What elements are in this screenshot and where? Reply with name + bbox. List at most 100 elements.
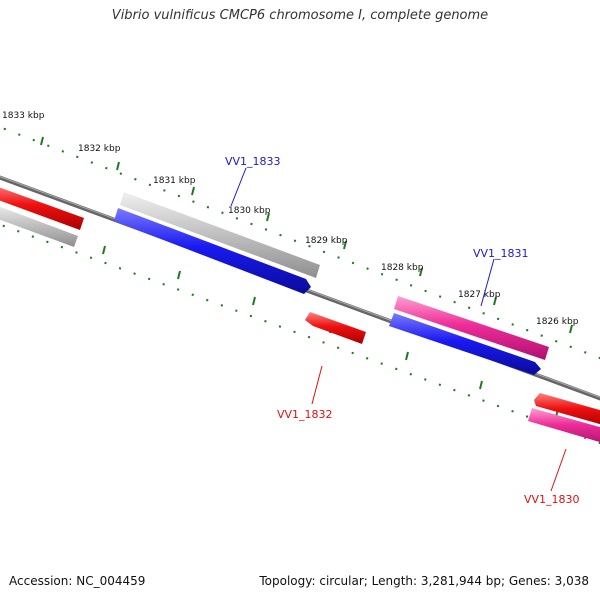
track-dot — [61, 150, 65, 153]
tick-marks — [26, 136, 573, 418]
track-dot — [148, 183, 152, 187]
gene-feature-red[interactable] — [534, 393, 600, 427]
track-dot — [307, 335, 311, 339]
tick-label: 1832 kbp — [78, 144, 121, 154]
track-dot — [147, 277, 151, 281]
tick-mark — [405, 351, 409, 361]
gene-feature-vv1-1832[interactable] — [305, 312, 366, 344]
upper-dot-track — [3, 127, 600, 360]
tick-mark — [343, 240, 347, 250]
track-dot — [293, 239, 297, 242]
track-dot — [191, 293, 194, 297]
track-dot — [32, 138, 35, 142]
track-dot — [18, 133, 21, 136]
track-dot — [90, 161, 94, 164]
gene-label-vv1-1832[interactable]: VV1_1832 — [277, 408, 333, 421]
label-leader-vv1-1832 — [311, 365, 323, 405]
track-dot — [380, 272, 384, 276]
track-dot — [467, 394, 471, 397]
track-dot — [46, 240, 49, 244]
gene-feature-red[interactable] — [0, 184, 84, 230]
track-dot — [60, 245, 64, 249]
track-dot — [163, 189, 166, 192]
track-dot — [176, 288, 180, 291]
tick-label: 1833 kbp — [2, 111, 45, 121]
track-dot — [104, 261, 107, 265]
tick-label: 1826 kbp — [536, 317, 579, 327]
accession-text: Accession: NC_004459 — [9, 574, 146, 588]
genome-summary-text: Topology: circular; Length: 3,281,944 bp… — [259, 574, 589, 588]
tick-mark — [493, 296, 497, 306]
track-dot — [336, 346, 340, 349]
track-dot — [206, 205, 210, 209]
tick-mark — [266, 212, 270, 222]
gene-feature-blue[interactable] — [389, 313, 541, 375]
gene-label-vv1-1830[interactable]: VV1_1830 — [524, 493, 580, 506]
track-dot — [235, 217, 239, 220]
track-dot — [424, 378, 427, 381]
tick-mark — [419, 267, 423, 277]
track-dot — [438, 383, 442, 387]
track-dot — [279, 233, 282, 237]
track-dot — [31, 235, 35, 238]
track-dot — [249, 314, 253, 318]
track-dot — [47, 144, 50, 147]
track-dot — [133, 272, 136, 275]
track-dot — [511, 323, 514, 326]
tick-mark — [191, 186, 195, 196]
tick-mark — [102, 245, 106, 255]
track-dot — [496, 404, 500, 408]
track-dot — [264, 320, 267, 323]
tick-label: 1831 kbp — [153, 176, 196, 186]
track-dot — [467, 306, 471, 309]
track-dot — [365, 357, 369, 360]
label-leader-vv1-1833 — [230, 167, 247, 207]
track-dot — [278, 325, 282, 328]
gene-feature-gray[interactable] — [120, 192, 320, 278]
track-dot — [177, 194, 181, 198]
gene-feature-gray[interactable] — [0, 203, 78, 247]
tick-label: 1830 kbp — [228, 206, 271, 216]
track-dot — [221, 211, 224, 215]
track-dot — [76, 155, 79, 159]
track-dot — [424, 289, 427, 293]
track-dot — [366, 267, 369, 270]
tick-mark — [177, 270, 181, 280]
track-dot — [293, 330, 296, 334]
track-dot — [351, 261, 355, 265]
track-dot — [322, 250, 326, 254]
track-dot — [337, 256, 340, 259]
track-dot — [453, 388, 456, 392]
track-dot — [554, 340, 558, 343]
track-dot — [118, 267, 122, 270]
label-leader-vv1-1830 — [550, 448, 567, 492]
track-dot — [134, 178, 137, 181]
gene-feature-vv1-1833[interactable] — [114, 208, 311, 294]
track-dot — [569, 345, 572, 349]
track-dot — [409, 284, 413, 287]
label-leader-vv1-1831 — [480, 258, 495, 307]
track-dot — [105, 166, 108, 170]
track-dot — [438, 295, 442, 298]
track-dot — [525, 328, 529, 332]
track-dot — [482, 312, 485, 315]
gene-label-vv1-1833[interactable]: VV1_1833 — [225, 155, 281, 168]
track-dot — [235, 309, 238, 312]
tick-mark — [116, 161, 120, 171]
track-dot — [2, 224, 5, 228]
track-dot — [308, 245, 311, 248]
track-dot — [380, 362, 383, 365]
tick-label: 1827 kbp — [458, 290, 501, 300]
tick-mark — [479, 380, 483, 390]
track-dot — [17, 230, 20, 233]
track-dot — [584, 351, 587, 354]
track-dot — [220, 304, 224, 307]
gene-feature-vv1-1830[interactable] — [528, 408, 600, 445]
track-dot — [496, 317, 500, 321]
lower-dot-track — [2, 224, 600, 445]
map-title: Vibrio vulnificus CMCP6 chromosome I, co… — [111, 8, 489, 23]
tick-mark — [252, 296, 256, 306]
gene-label-vv1-1831[interactable]: VV1_1831 — [473, 247, 529, 260]
gene-feature-vv1-1831[interactable] — [394, 296, 549, 360]
